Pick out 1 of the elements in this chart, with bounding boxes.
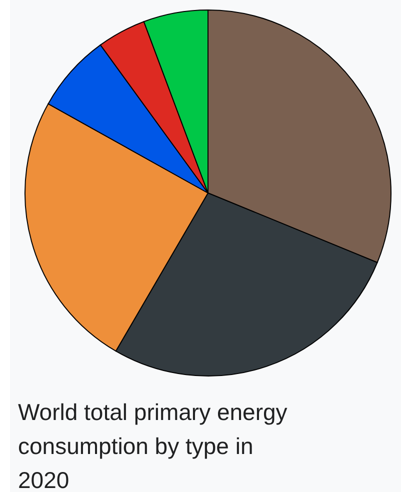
text: World total primary energy consumption by type in 2020 xyxy=(18,399,288,492)
